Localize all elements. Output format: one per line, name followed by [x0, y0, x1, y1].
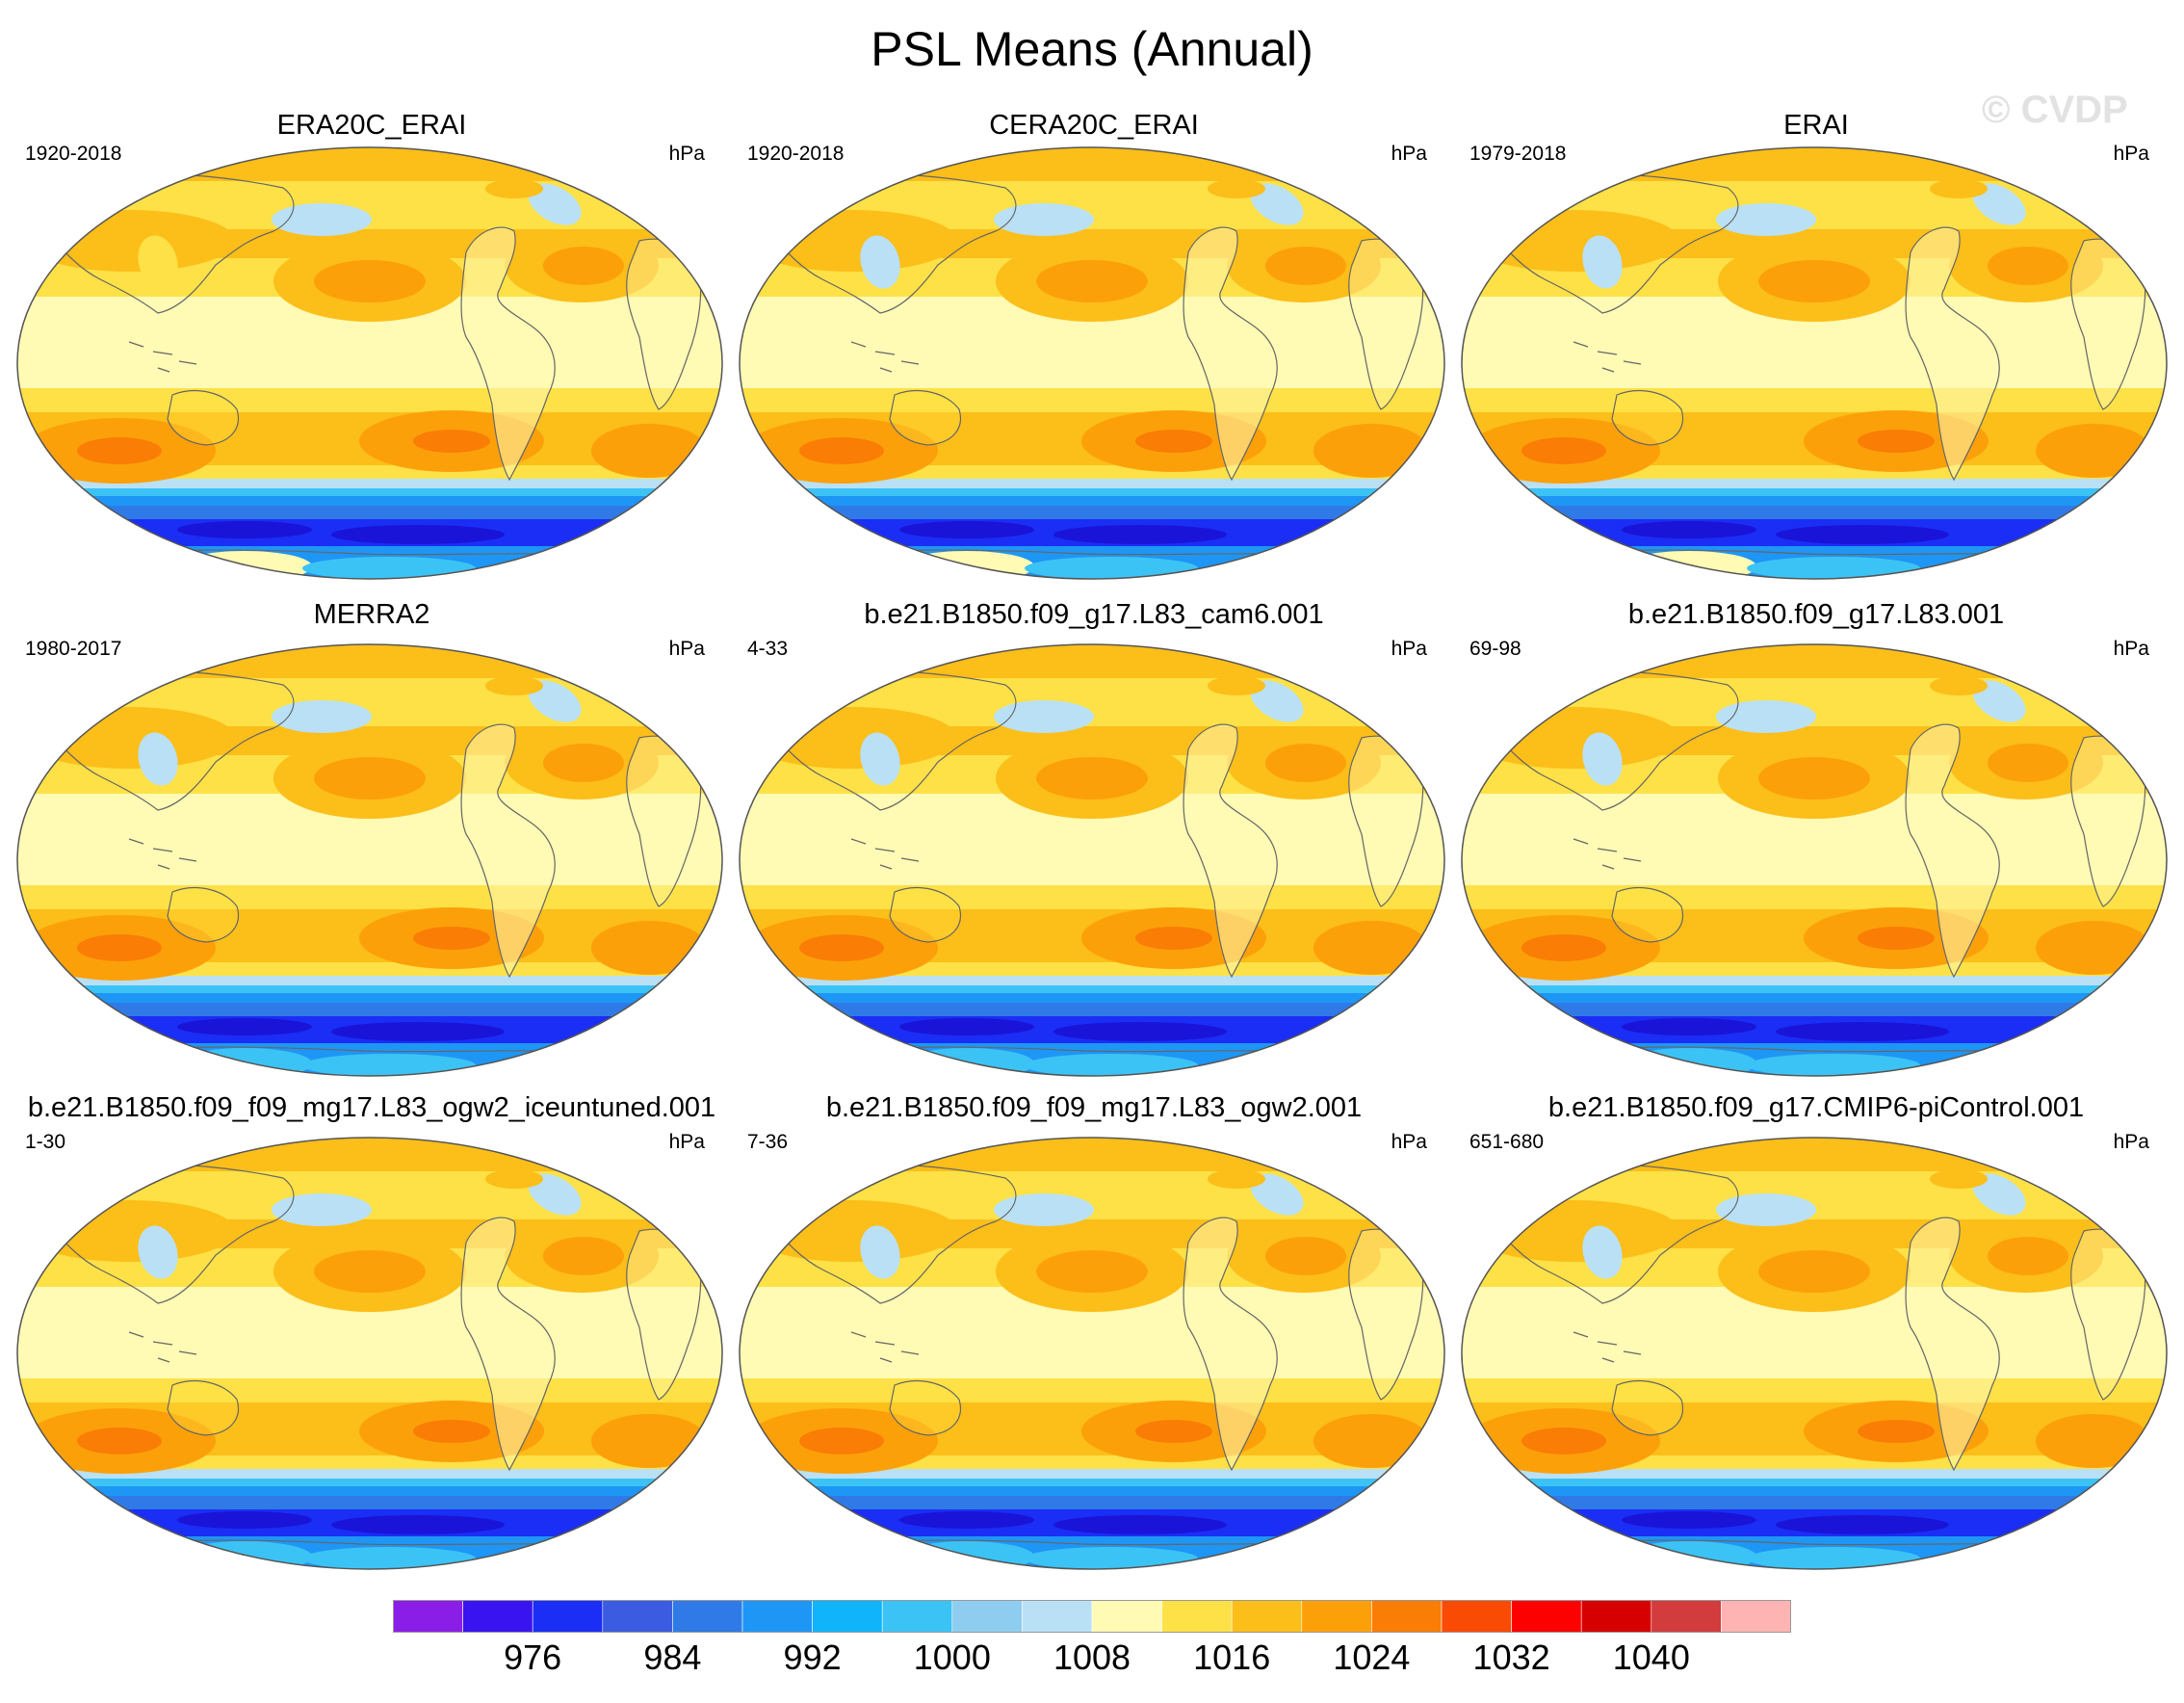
panel-title: MERRA2 [313, 599, 430, 630]
panel-years: 69-98 [1469, 638, 1521, 660]
map-panel: MERRA2 1980-2017 hPa [10, 599, 734, 1081]
colorbar-swatch [1580, 1600, 1652, 1633]
map-robinson [1461, 146, 2168, 580]
panel-units: hPa [2113, 1131, 2149, 1153]
colorbar-swatch [1441, 1600, 1512, 1633]
map-panel: CERA20C_ERAI 1920-2018 hPa [732, 104, 1456, 586]
colorbar-swatch [672, 1600, 743, 1633]
panel-years: 1979-2018 [1469, 143, 1567, 165]
panel-title: ERA20C_ERAI [276, 110, 467, 141]
colorbar-swatch [951, 1600, 1023, 1633]
colorbar-tick-label: 976 [504, 1638, 562, 1677]
panel-years: 7-36 [747, 1131, 789, 1153]
map-robinson [739, 1137, 1445, 1570]
map-panel: b.e21.B1850.f09_f09_mg17.L83_ogw2.001 7-3… [732, 1092, 1456, 1574]
map-robinson [16, 1137, 723, 1570]
panel-title: b.e21.B1850.f09_g17.L83_cam6.001 [864, 599, 1324, 630]
colorbar-swatch [741, 1600, 813, 1633]
panel-units: hPa [668, 638, 705, 660]
colorbar-swatch [1161, 1600, 1233, 1633]
panel-years: 1-30 [25, 1131, 66, 1153]
map-robinson [1461, 643, 2168, 1077]
panel-years: 1920-2018 [25, 143, 122, 165]
colorbar-tick-label: 1000 [913, 1638, 991, 1677]
panel-units: hPa [2113, 143, 2149, 165]
panel-units: hPa [1391, 143, 1427, 165]
colorbar-tick-label: 1008 [1053, 1638, 1131, 1677]
colorbar-swatch [1721, 1600, 1791, 1633]
panel-units: hPa [2113, 638, 2149, 660]
map-robinson [16, 643, 723, 1077]
colorbar [393, 1600, 1791, 1633]
colorbar-swatch [602, 1600, 673, 1633]
colorbar-swatch [1231, 1600, 1303, 1633]
panel-title: ERAI [1783, 110, 1849, 141]
panel-title: b.e21.B1850.f09_g17.L83.001 [1627, 599, 2005, 630]
colorbar-swatch [881, 1600, 953, 1633]
colorbar-swatch [532, 1600, 604, 1633]
colorbar-swatch [1651, 1600, 1722, 1633]
panel-years: 651-680 [1469, 1131, 1545, 1153]
colorbar-tick-label: 984 [643, 1638, 702, 1677]
map-panel: b.e21.B1850.f09_g17.L83.001 69-98 hPa [1454, 599, 2178, 1081]
map-robinson [1461, 1137, 2168, 1570]
cvdp-watermark: © CVDP [1982, 89, 2128, 131]
colorbar-swatch [1301, 1600, 1372, 1633]
colorbar-tick-label: 992 [783, 1638, 842, 1677]
map-panel: ERA20C_ERAI 1920-2018 hPa [10, 104, 734, 586]
colorbar-swatch [1511, 1600, 1582, 1633]
panel-title: b.e21.B1850.f09_f09_mg17.L83_ogw2.001 [825, 1092, 1363, 1123]
panel-title: b.e21.B1850.f09_f09_mg17.L83_ogw2_iceunt… [27, 1092, 716, 1123]
colorbar-swatch [1371, 1600, 1443, 1633]
panel-units: hPa [1391, 1131, 1427, 1153]
colorbar-tick-label: 1040 [1612, 1638, 1690, 1677]
figure-title: PSL Means (Annual) [871, 22, 1313, 76]
map-robinson [16, 146, 723, 580]
panel-title: CERA20C_ERAI [989, 110, 1199, 141]
map-panel: b.e21.B1850.f09_g17.CMIP6-piControl.001 6… [1454, 1092, 2178, 1574]
colorbar-tick-label: 1032 [1472, 1638, 1550, 1677]
colorbar-tick-label: 1016 [1193, 1638, 1271, 1677]
panel-units: hPa [668, 143, 705, 165]
map-panel: ERAI 1979-2018 hPa [1454, 104, 2178, 586]
map-panel: b.e21.B1850.f09_f09_mg17.L83_ogw2_iceunt… [10, 1092, 734, 1574]
map-robinson [739, 643, 1445, 1077]
panel-years: 4-33 [747, 638, 789, 660]
panel-years: 1980-2017 [25, 638, 122, 660]
colorbar-tick-label: 1024 [1333, 1638, 1411, 1677]
colorbar-swatch [393, 1600, 463, 1633]
colorbar-swatch [1091, 1600, 1162, 1633]
panel-units: hPa [1391, 638, 1427, 660]
colorbar-swatch [1022, 1600, 1093, 1633]
panel-years: 1920-2018 [747, 143, 845, 165]
colorbar-swatch [462, 1600, 533, 1633]
panel-units: hPa [668, 1131, 705, 1153]
map-panel: b.e21.B1850.f09_g17.L83_cam6.001 4-33 hPa [732, 599, 1456, 1081]
panel-title: b.e21.B1850.f09_g17.CMIP6-piControl.001 [1547, 1092, 2085, 1123]
colorbar-swatch [812, 1600, 883, 1633]
map-robinson [739, 146, 1445, 580]
